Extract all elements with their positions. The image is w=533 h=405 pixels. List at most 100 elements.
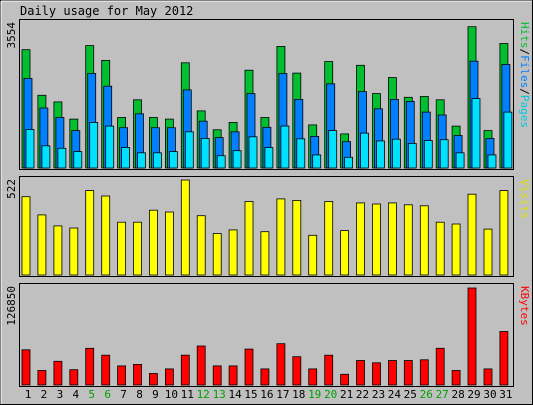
legend-separator-2: / xyxy=(518,88,531,95)
pages-bar-day-20 xyxy=(328,130,338,169)
pages-bar-day-25 xyxy=(407,142,417,169)
visits-bar-day-2 xyxy=(37,214,47,276)
visits-bar-day-11 xyxy=(180,179,190,276)
kbytes-bar-day-18 xyxy=(292,356,302,386)
x-tick-label: 29 xyxy=(467,388,480,401)
kbytes-bar-day-30 xyxy=(483,368,493,386)
visits-bar-day-24 xyxy=(387,202,397,276)
x-tick-label: 31 xyxy=(499,388,512,401)
pages-bar-day-2 xyxy=(41,145,51,169)
kbytes-bar-day-8 xyxy=(133,363,142,386)
visits-bar-day-23 xyxy=(372,203,381,276)
visits-bar-day-30 xyxy=(483,228,493,276)
pages-bar-day-28 xyxy=(455,152,465,169)
pages-bar-day-27 xyxy=(439,139,449,169)
x-tick-label: 11 xyxy=(181,388,194,401)
kbytes-bar-day-12 xyxy=(196,345,206,386)
pages-bar-day-10 xyxy=(168,151,178,169)
kbytes-bar-day-16 xyxy=(260,368,270,386)
pages-bar-day-8 xyxy=(137,152,146,169)
chart-title: Daily usage for May 2012 xyxy=(20,4,193,18)
kbytes-bar-day-4 xyxy=(69,369,79,386)
x-tick-label: 24 xyxy=(388,388,402,401)
pages-bar-day-4 xyxy=(73,151,83,169)
pages-bar-day-1 xyxy=(25,128,35,169)
bars-pages-files-hits xyxy=(21,26,513,169)
visits-bar-day-31 xyxy=(499,190,509,276)
pages-bar-day-26 xyxy=(423,140,433,169)
pages-bar-day-31 xyxy=(503,111,513,169)
visits-bar-day-16 xyxy=(260,231,270,276)
x-tick-label: 1 xyxy=(25,388,32,401)
visits-bar-day-9 xyxy=(148,209,158,276)
kbytes-bar-day-15 xyxy=(244,348,254,386)
kbytes-bar-day-21 xyxy=(340,373,350,386)
legend-hits: Hits xyxy=(518,22,531,49)
visits-bar-day-28 xyxy=(451,223,461,276)
x-tick-label: 23 xyxy=(372,388,385,401)
legend-separator-1: / xyxy=(518,49,531,56)
pages-bar-day-7 xyxy=(121,147,130,169)
visits-bar-day-7 xyxy=(117,221,126,276)
pages-bar-day-30 xyxy=(487,154,497,169)
x-tick-label: 27 xyxy=(436,388,449,401)
visits-bar-day-25 xyxy=(403,204,413,276)
legend-pages-files-hits: Hits/Files/Pages xyxy=(518,22,531,128)
pages-bar-day-13 xyxy=(216,155,226,169)
x-tick-label: 25 xyxy=(404,388,417,401)
visits-bar-day-17 xyxy=(276,198,286,276)
visits-bar-day-26 xyxy=(419,205,429,276)
legend-kbytes: KBytes xyxy=(518,286,531,326)
visits-bar-day-29 xyxy=(467,193,477,276)
visits-bar-day-1 xyxy=(21,196,31,276)
ymax-label-top: 3554 xyxy=(5,22,18,49)
visits-bar-day-3 xyxy=(53,225,63,276)
pages-bar-day-18 xyxy=(296,138,306,169)
kbytes-bar-day-24 xyxy=(387,360,397,386)
bars-kbytes xyxy=(21,287,509,386)
x-tick-label: 5 xyxy=(88,388,95,401)
kbytes-bar-day-14 xyxy=(228,365,238,386)
x-tick-label: 19 xyxy=(308,388,321,401)
pages-bar-day-21 xyxy=(344,156,354,169)
ymax-label-kbytes: 126850 xyxy=(5,286,18,326)
pages-bar-day-6 xyxy=(105,125,115,169)
pages-bar-day-23 xyxy=(376,140,385,169)
x-tick-label: 26 xyxy=(420,388,433,401)
x-tick-label: 16 xyxy=(260,388,273,401)
legend-files: Files xyxy=(518,55,531,88)
visits-bar-day-14 xyxy=(228,229,238,276)
x-tick-labels: 1 2 3 4 5 6 7 8 9 10 11 12 13 14 15 16 17 18 19 20 21 22 23 24 2… xyxy=(25,388,513,401)
kbytes-bar-day-5 xyxy=(85,347,95,386)
x-tick-label: 15 xyxy=(244,388,257,401)
legend-pages: Pages xyxy=(518,95,531,128)
x-tick-label: 18 xyxy=(292,388,305,401)
visits-bar-day-10 xyxy=(164,211,174,276)
x-tick-label: 2 xyxy=(41,388,48,401)
x-tick-label: 8 xyxy=(136,388,143,401)
x-tick-label: 14 xyxy=(228,388,242,401)
kbytes-bar-day-17 xyxy=(276,343,286,386)
kbytes-bar-day-3 xyxy=(53,360,63,386)
visits-bar-day-5 xyxy=(85,190,95,276)
kbytes-bar-day-10 xyxy=(164,368,174,386)
visits-bar-day-18 xyxy=(292,199,302,276)
x-tick-label: 12 xyxy=(197,388,210,401)
x-tick-label: 21 xyxy=(340,388,353,401)
visits-bar-day-12 xyxy=(196,215,206,276)
ymax-label-visits: 522 xyxy=(5,179,18,199)
x-tick-label: 28 xyxy=(451,388,464,401)
kbytes-bar-day-2 xyxy=(37,370,47,386)
visits-bar-day-20 xyxy=(324,201,334,276)
pages-bar-day-24 xyxy=(391,138,401,169)
x-tick-label: 3 xyxy=(57,388,64,401)
x-tick-label: 10 xyxy=(165,388,178,401)
visits-bar-day-19 xyxy=(308,234,318,276)
kbytes-bar-day-20 xyxy=(324,354,334,386)
x-tick-label: 13 xyxy=(213,388,226,401)
x-tick-label: 6 xyxy=(104,388,111,401)
kbytes-bar-day-13 xyxy=(212,365,222,386)
pages-bar-day-22 xyxy=(360,132,369,169)
visits-bar-day-13 xyxy=(212,233,222,276)
kbytes-bar-day-9 xyxy=(148,373,158,386)
